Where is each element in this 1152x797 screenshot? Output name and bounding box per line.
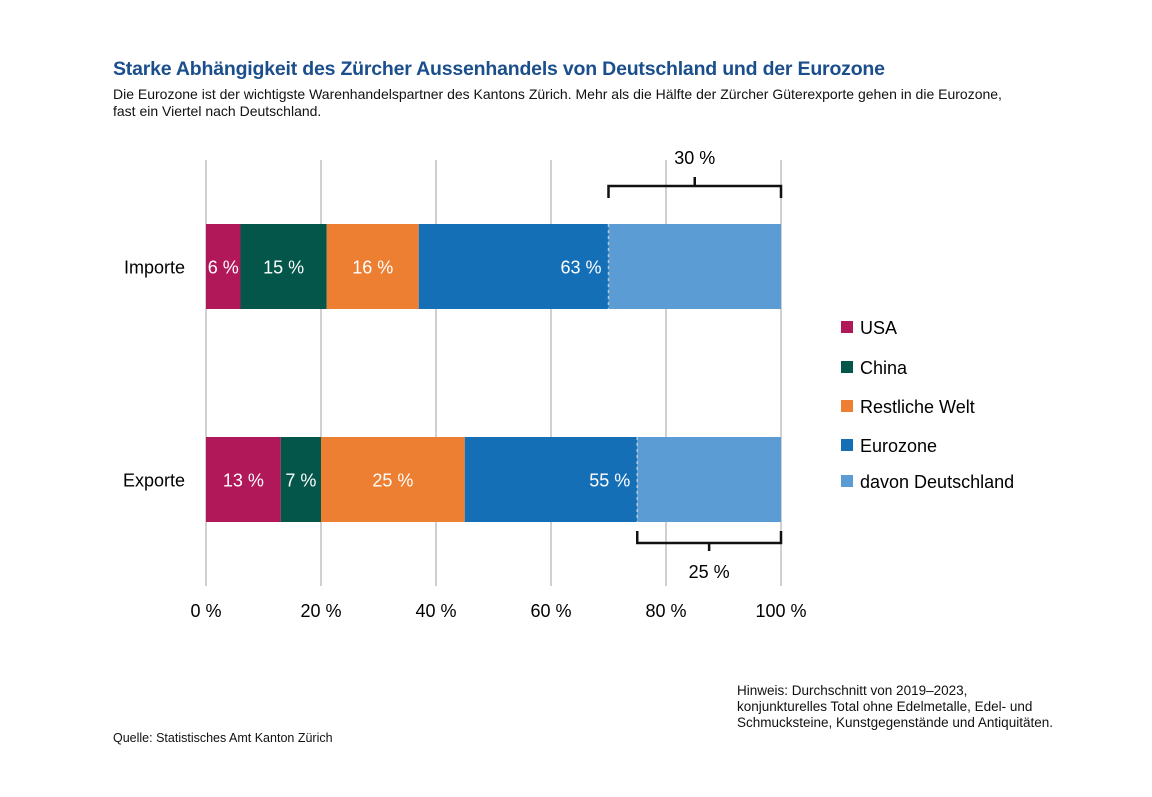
legend-swatch (841, 475, 853, 487)
bar-segment-usa (206, 224, 241, 309)
bar-segment-eurozone (418, 224, 609, 309)
x-tick-label: 20 % (300, 601, 341, 621)
bar-segment-eurozone (464, 437, 638, 522)
legend-swatch (841, 400, 853, 412)
bracket-label: 25 % (689, 562, 730, 582)
legend-label: USA (860, 318, 897, 338)
x-tick-label: 100 % (755, 601, 806, 621)
bar-segment-davon-deutschland (608, 224, 781, 309)
data-label: 25 % (372, 471, 413, 491)
bracket-label: 30 % (674, 148, 715, 168)
footnote: Hinweis: Durchschnitt von 2019–2023, kon… (737, 683, 1053, 730)
legend-label: Restliche Welt (860, 397, 975, 417)
legend-label: davon Deutschland (860, 472, 1014, 492)
data-label: 55 % (589, 471, 630, 491)
legend-label: China (860, 358, 908, 378)
bar-segment-davon-deutschland (637, 437, 781, 522)
data-label: 15 % (263, 258, 304, 278)
x-tick-label: 80 % (645, 601, 686, 621)
legend-swatch (841, 439, 853, 451)
category-label: Importe (124, 258, 185, 278)
source-note: Quelle: Statistisches Amt Kanton Zürich (113, 731, 333, 745)
deutschland-bracket (636, 531, 783, 551)
bar-segment-restliche-welt (321, 437, 465, 522)
legend-label: Eurozone (860, 436, 937, 456)
data-label: 7 % (285, 471, 316, 491)
bar-segment-china (240, 224, 327, 309)
chart-subtitle: Die Eurozone ist der wichtigste Warenhan… (113, 86, 1002, 119)
legend-swatch (841, 321, 853, 333)
x-tick-label: 0 % (190, 601, 221, 621)
data-label: 6 % (208, 258, 239, 278)
deutschland-bracket (607, 177, 783, 198)
data-label: 63 % (560, 258, 601, 278)
x-tick-label: 60 % (530, 601, 571, 621)
data-label: 16 % (352, 258, 393, 278)
category-label: Exporte (123, 471, 185, 491)
x-tick-label: 40 % (415, 601, 456, 621)
bar-segment-china (280, 437, 321, 522)
data-label: 13 % (223, 471, 264, 491)
chart-title: Starke Abhängigkeit des Zürcher Aussenha… (113, 58, 885, 80)
bar-segment-usa (206, 437, 281, 522)
legend-swatch (841, 361, 853, 373)
bar-segment-restliche-welt (326, 224, 419, 309)
